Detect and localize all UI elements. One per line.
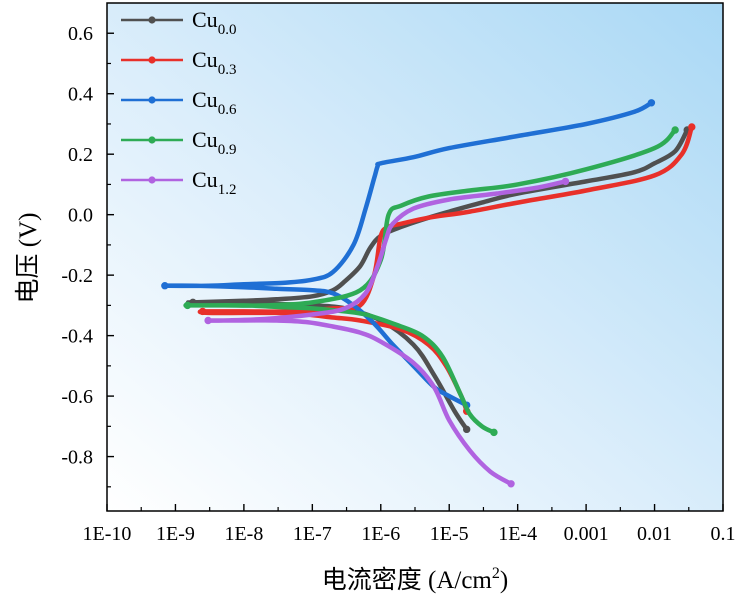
legend-label: Cu1.2 (192, 167, 236, 198)
series-endpoint-marker (490, 428, 498, 437)
x-tick-label: 0.1 (711, 523, 736, 545)
legend: Cu0.0 Cu0.3 Cu0.6 Cu0.9 Cu1.2 (121, 7, 237, 198)
x-tick-label: 0.001 (564, 523, 609, 545)
series-endpoint-marker (671, 126, 679, 134)
y-tick-label: -0.2 (61, 265, 93, 287)
series-endpoint-marker (561, 177, 570, 186)
series-line-0-6 (162, 100, 654, 408)
legend-label: Cu0.6 (192, 87, 237, 118)
x-tick-label: 1E-5 (430, 523, 469, 545)
series-endpoint-marker (204, 316, 212, 325)
series-curves (161, 99, 696, 488)
x-axis: 1E-10 1E-9 1E-8 1E-7 1E-6 1E-5 1E-4 0.001 0.01 0.… (83, 504, 736, 545)
series-endpoint-marker (183, 301, 192, 310)
x-tick-label: 1E-10 (83, 523, 132, 545)
x-axis-title: 电流密度 (A/cm2) (322, 565, 508, 594)
legend-label: Cu0.0 (192, 7, 236, 38)
legend-marker (148, 16, 156, 24)
legend-label: Cu0.9 (192, 127, 236, 158)
x-tick-label: 1E-9 (156, 523, 195, 545)
plot-background (107, 3, 723, 511)
y-tick-label: 0.0 (68, 205, 93, 227)
y-tick-label: -0.4 (61, 326, 93, 348)
series-endpoint-marker (688, 123, 696, 131)
x-tick-label: 1E-6 (361, 523, 400, 545)
legend-marker (148, 96, 156, 104)
y-axis-title: 电压 (V) (14, 213, 42, 304)
x-tick-label: 1E-4 (498, 523, 537, 545)
x-tick-label: 1E-8 (224, 523, 263, 545)
y-tick-label: 0.4 (68, 84, 93, 106)
y-axis: -0.8 -0.6 -0.4 -0.2 0.0 0.2 0.4 0.6 (61, 23, 114, 488)
y-tick-label: -0.6 (61, 386, 93, 408)
legend-label: Cu0.3 (192, 47, 236, 78)
y-tick-label: 0.6 (68, 23, 93, 45)
x-tick-label: 0.01 (637, 523, 672, 545)
series-endpoint-marker (507, 480, 515, 488)
legend-marker (148, 176, 156, 184)
legend-marker (148, 136, 156, 144)
legend-marker (148, 56, 156, 64)
y-tick-label: 0.2 (68, 144, 93, 166)
y-tick-label: -0.8 (61, 447, 93, 469)
series-endpoint-marker (161, 282, 169, 290)
series-endpoint-marker (462, 425, 471, 434)
series-endpoint-marker (198, 307, 207, 316)
series-endpoint-marker (647, 99, 656, 107)
x-tick-label: 1E-7 (293, 523, 332, 545)
series-line-0-3 (197, 124, 695, 414)
